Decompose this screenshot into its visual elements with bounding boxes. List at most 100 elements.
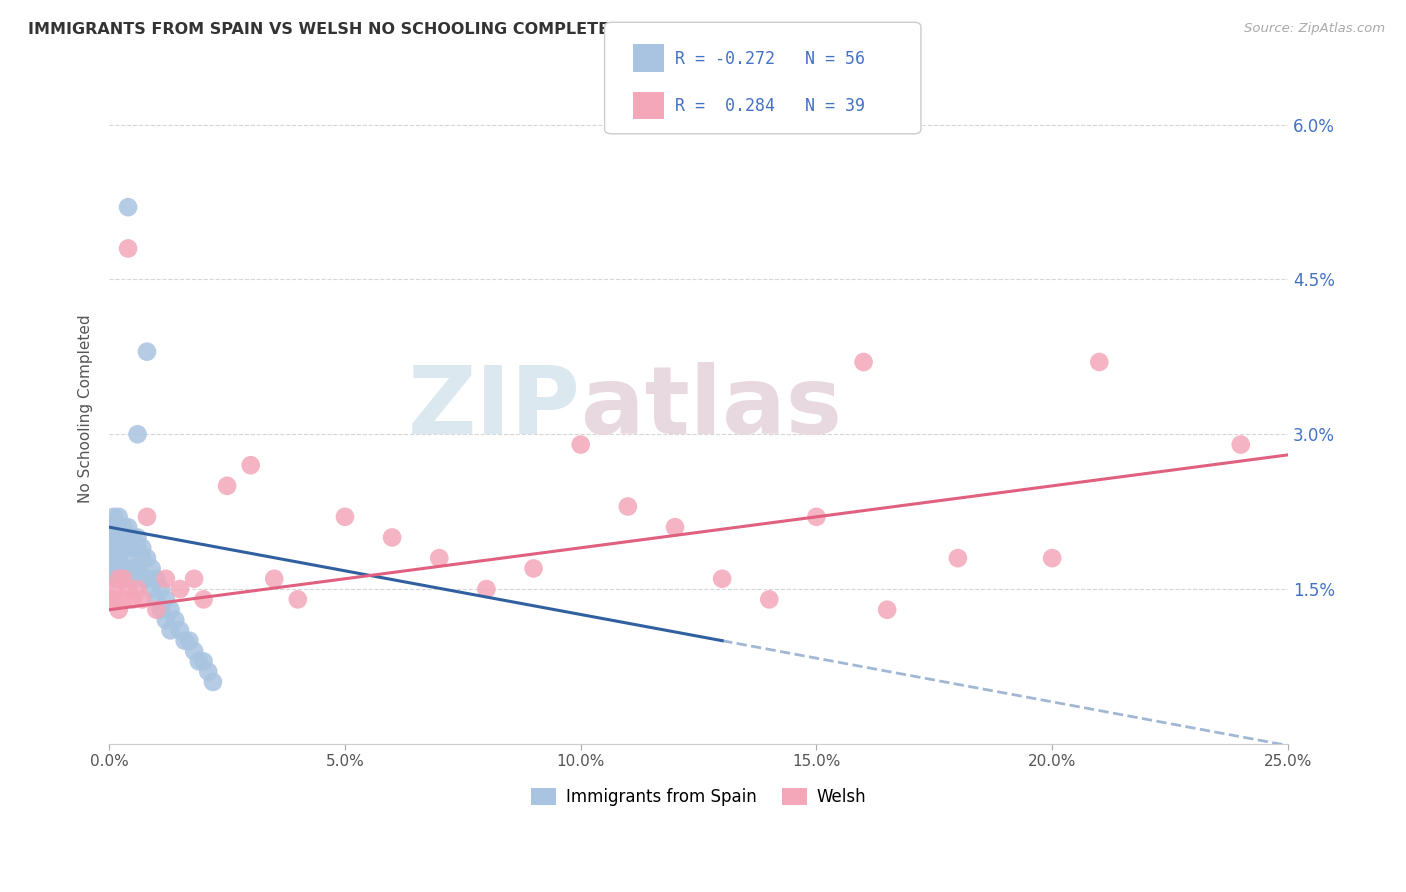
Point	[165, 613, 187, 627]
Point	[169, 582, 191, 596]
Point	[103, 551, 125, 566]
Point	[117, 520, 139, 534]
Text: R =  0.284   N = 39: R = 0.284 N = 39	[675, 96, 865, 115]
Point	[475, 582, 498, 596]
Point	[1088, 355, 1111, 369]
Point	[98, 561, 121, 575]
Point	[381, 531, 404, 545]
Point	[117, 242, 139, 256]
Point	[136, 344, 159, 359]
Point	[193, 592, 215, 607]
Point	[664, 520, 686, 534]
Point	[121, 541, 143, 555]
Point	[136, 572, 159, 586]
Point	[617, 500, 640, 514]
Point	[183, 572, 205, 586]
Point	[141, 561, 163, 575]
Point	[107, 541, 129, 555]
Point	[1040, 551, 1063, 566]
Point	[112, 520, 135, 534]
Point	[711, 572, 734, 586]
Point	[150, 603, 173, 617]
Point	[121, 561, 143, 575]
Point	[117, 582, 139, 596]
Point	[117, 200, 139, 214]
Point	[103, 592, 125, 607]
Text: R = -0.272   N = 56: R = -0.272 N = 56	[675, 50, 865, 68]
Point	[145, 603, 167, 617]
Point	[98, 541, 121, 555]
Point	[131, 592, 153, 607]
Point	[127, 582, 149, 596]
Point	[141, 582, 163, 596]
Legend: Immigrants from Spain, Welsh: Immigrants from Spain, Welsh	[524, 781, 873, 813]
Point	[145, 592, 167, 607]
Point	[103, 582, 125, 596]
Point	[136, 509, 159, 524]
Point	[758, 592, 780, 607]
Point	[155, 613, 177, 627]
Text: Source: ZipAtlas.com: Source: ZipAtlas.com	[1244, 22, 1385, 36]
Point	[107, 572, 129, 586]
Point	[98, 592, 121, 607]
Point	[131, 551, 153, 566]
Text: IMMIGRANTS FROM SPAIN VS WELSH NO SCHOOLING COMPLETED CORRELATION CHART: IMMIGRANTS FROM SPAIN VS WELSH NO SCHOOL…	[28, 22, 820, 37]
Point	[179, 633, 201, 648]
Point	[569, 437, 592, 451]
Point	[193, 654, 215, 668]
Point	[127, 541, 149, 555]
Point	[112, 592, 135, 607]
Point	[136, 551, 159, 566]
Point	[131, 541, 153, 555]
Point	[155, 592, 177, 607]
Point	[197, 665, 219, 679]
Point	[107, 509, 129, 524]
Point	[155, 572, 177, 586]
Point	[333, 509, 356, 524]
Point	[201, 675, 224, 690]
Point	[187, 654, 209, 668]
Point	[121, 592, 143, 607]
Point	[217, 479, 239, 493]
Point	[145, 572, 167, 586]
Point	[1229, 437, 1251, 451]
Point	[103, 572, 125, 586]
Point	[98, 531, 121, 545]
Text: atlas: atlas	[581, 362, 842, 454]
Point	[127, 561, 149, 575]
Point	[103, 541, 125, 555]
Point	[876, 603, 898, 617]
Point	[103, 509, 125, 524]
Point	[263, 572, 285, 586]
Text: ZIP: ZIP	[408, 362, 581, 454]
Point	[112, 541, 135, 555]
Point	[150, 582, 173, 596]
Point	[946, 551, 969, 566]
Point	[183, 644, 205, 658]
Point	[117, 551, 139, 566]
Point	[117, 572, 139, 586]
Point	[852, 355, 875, 369]
Point	[107, 531, 129, 545]
Point	[159, 624, 181, 638]
Point	[159, 603, 181, 617]
Point	[127, 531, 149, 545]
Point	[107, 551, 129, 566]
Point	[806, 509, 828, 524]
Point	[112, 531, 135, 545]
Point	[239, 458, 262, 473]
Point	[121, 531, 143, 545]
Point	[98, 520, 121, 534]
Point	[103, 561, 125, 575]
Point	[173, 633, 195, 648]
Point	[103, 520, 125, 534]
Point	[169, 624, 191, 638]
Point	[427, 551, 450, 566]
Point	[127, 427, 149, 442]
Point	[107, 603, 129, 617]
Y-axis label: No Schooling Completed: No Schooling Completed	[79, 314, 93, 503]
Point	[522, 561, 544, 575]
Point	[107, 572, 129, 586]
Point	[287, 592, 309, 607]
Point	[131, 572, 153, 586]
